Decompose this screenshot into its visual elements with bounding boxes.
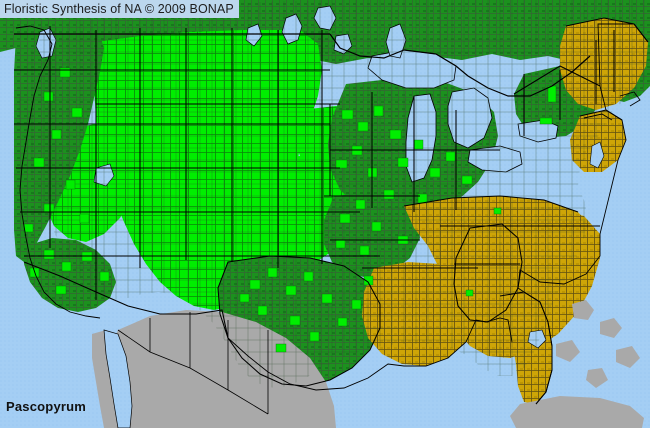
map-title-text: Floristic Synthesis of NA © 2009 BONAP — [4, 1, 234, 16]
highlighted-counties — [23, 67, 557, 353]
great-lakes — [35, 5, 605, 428]
coastlines — [15, 23, 649, 405]
taxon-name-label: Pascopyrum — [6, 399, 87, 414]
title-banner: Floristic Synthesis of NA © 2009 BONAP — [0, 0, 239, 18]
